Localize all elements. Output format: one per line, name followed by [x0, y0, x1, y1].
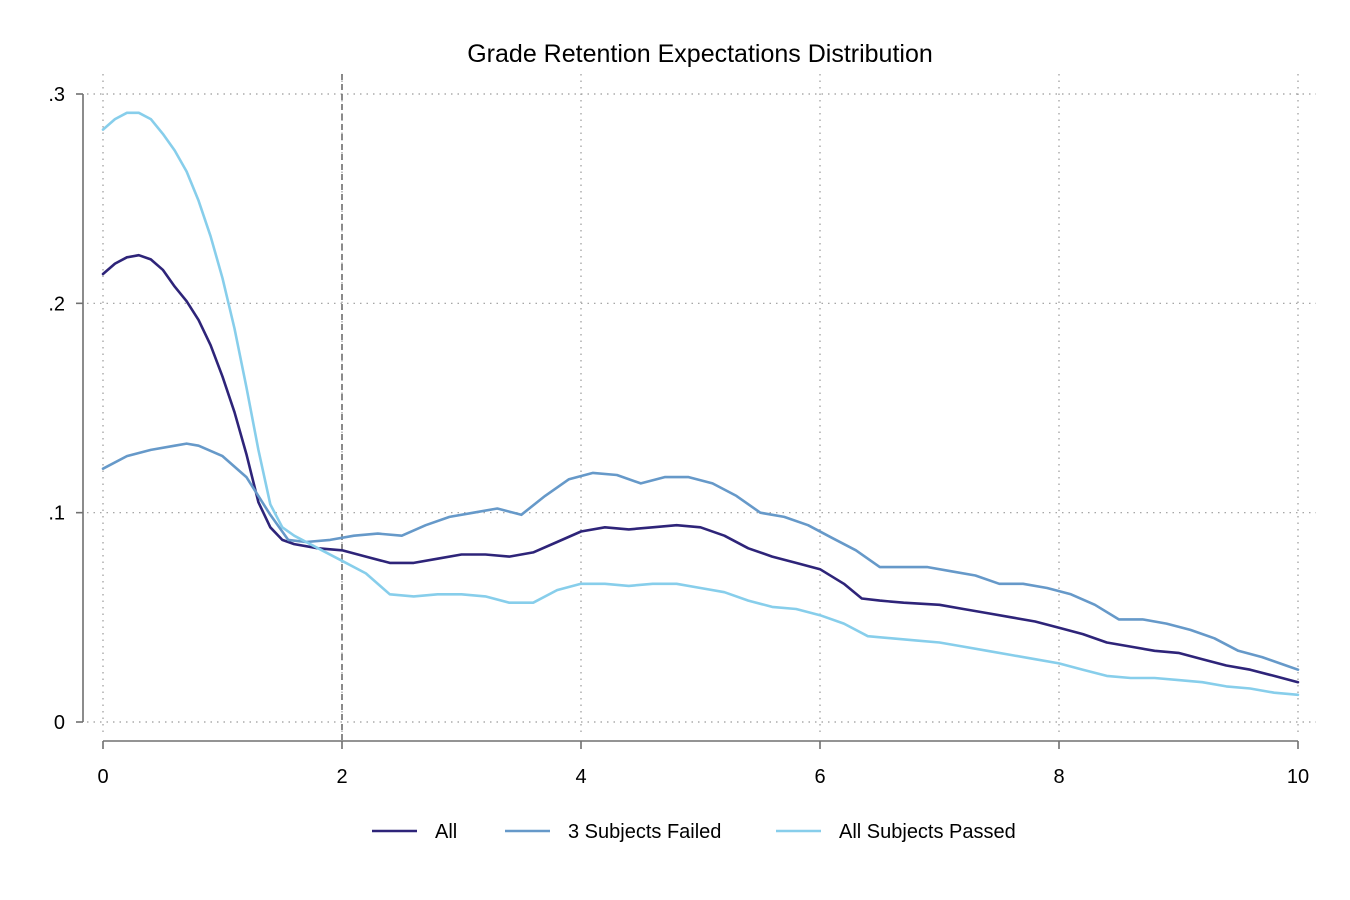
legend: All 3 Subjects Failed All Subjects Passed	[372, 821, 1016, 843]
legend-label-1: 3 Subjects Failed	[568, 821, 721, 843]
y-tick-label-0: 0	[54, 712, 65, 734]
x-tick-label-1: 2	[336, 766, 347, 788]
x-tick-label-4: 8	[1053, 766, 1064, 788]
legend-label-2: All Subjects Passed	[839, 821, 1016, 843]
x-tick-label-0: 0	[97, 766, 108, 788]
series-line-1	[101, 442, 1300, 671]
x-tick-label-3: 6	[814, 766, 825, 788]
y-tick-label-3: .3	[48, 84, 65, 106]
series-line-0	[101, 253, 1300, 684]
axes: 0 .1 .2 .3 0 2 4 6 8 10	[48, 84, 1309, 788]
series-group	[101, 111, 1300, 697]
y-tick-label-1: .1	[48, 503, 65, 525]
legend-label-0: All	[435, 821, 457, 843]
chart-title: Grade Retention Expectations Distributio…	[467, 40, 933, 68]
y-tick-label-2: .2	[48, 293, 65, 315]
series-line-2	[101, 111, 1300, 697]
grid	[87, 74, 1316, 737]
x-tick-label-5: 10	[1287, 766, 1309, 788]
x-tick-label-2: 4	[575, 766, 586, 788]
